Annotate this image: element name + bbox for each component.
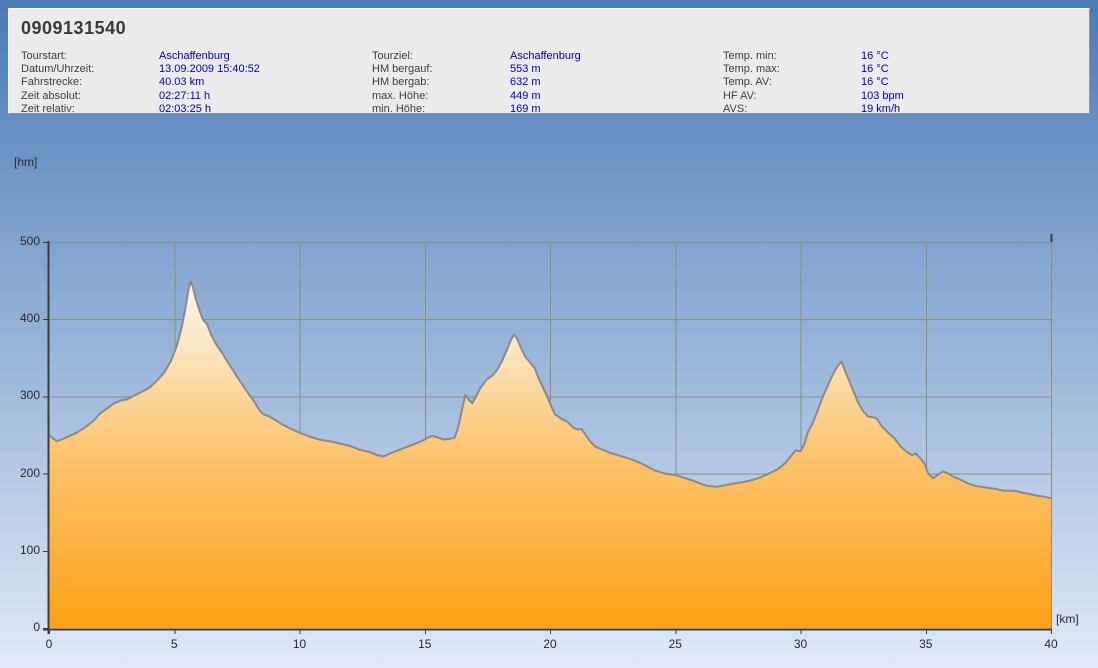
tour-stats-column: Tourziel: Aschaffenburg HM bergauf: 553 m HM… bbox=[372, 50, 581, 116]
stat-row: min. Höhe: 169 m bbox=[372, 103, 581, 116]
stat-label: HF AV: bbox=[723, 89, 757, 102]
tour-title: 0909131540 bbox=[21, 18, 127, 38]
axes bbox=[43, 234, 1053, 634]
y-axis-unit-label: [hm] bbox=[14, 155, 38, 169]
stat-row: max. Höhe: 449 m bbox=[372, 90, 581, 103]
stat-value: 02:03:25 h bbox=[159, 102, 211, 115]
stat-value: Aschaffenburg bbox=[159, 50, 230, 62]
x-tick-label: 15 bbox=[418, 637, 432, 651]
tour-stats-column: Tourstart: Aschaffenburg Datum/Uhrzeit: 13.… bbox=[21, 50, 260, 116]
y-tick-label: 200 bbox=[19, 465, 40, 480]
stat-label: min. Höhe: bbox=[372, 102, 426, 115]
stat-label: AVS: bbox=[723, 102, 748, 115]
stat-value: 40.03 km bbox=[159, 76, 205, 89]
stat-row: Temp. max: 16 °C bbox=[723, 63, 904, 76]
elevation-area-fill bbox=[49, 281, 1051, 628]
y-tick-label: 0 bbox=[33, 620, 40, 634]
stat-value: 13.09.2009 15:40:52 bbox=[159, 63, 260, 76]
stat-value: 553 m bbox=[510, 63, 541, 76]
stat-value: Aschaffenburg bbox=[510, 50, 581, 62]
x-tick-label: 0 bbox=[45, 637, 53, 651]
stat-value: 632 m bbox=[510, 76, 541, 89]
x-tick-label: 10 bbox=[292, 637, 307, 651]
stat-label: Tourziel: bbox=[372, 50, 413, 62]
stat-label: Zeit relativ: bbox=[21, 102, 75, 115]
stat-label: Datum/Uhrzeit: bbox=[21, 63, 95, 76]
stat-value: 16 °C bbox=[861, 63, 889, 76]
stat-row: HM bergab: 632 m bbox=[372, 76, 581, 89]
x-axis-unit-label: [km] bbox=[1056, 612, 1079, 626]
y-tick-label: 100 bbox=[19, 542, 40, 557]
stat-value: 16 °C bbox=[861, 50, 889, 62]
tour-stats-column: Temp. min: 16 °C Temp. max: 16 °C Temp. AV: 1… bbox=[723, 50, 904, 116]
stat-value: 19 km/h bbox=[861, 102, 901, 115]
stat-row: HF AV: 103 bpm bbox=[723, 90, 904, 103]
stat-value: 103 bpm bbox=[861, 89, 904, 102]
x-tick-label: 40 bbox=[1044, 637, 1058, 651]
stat-value: 169 m bbox=[510, 102, 541, 115]
y-tick-label: 300 bbox=[19, 388, 40, 403]
x-tick-label: 20 bbox=[543, 637, 557, 651]
stat-row: Fahrstrecke: 40.03 km bbox=[21, 76, 260, 89]
stat-row: Tourstart: Aschaffenburg bbox=[21, 50, 260, 63]
stat-label: HM bergauf: bbox=[372, 63, 433, 76]
elevation-profile-line bbox=[48, 280, 1052, 500]
stat-row: Tourziel: Aschaffenburg bbox=[372, 50, 581, 63]
x-tick-label: 30 bbox=[793, 637, 808, 651]
y-tick-label: 500 bbox=[19, 234, 40, 248]
stat-row: AVS: 19 km/h bbox=[723, 103, 904, 116]
stat-row: Datum/Uhrzeit: 13.09.2009 15:40:52 bbox=[21, 63, 260, 76]
x-tick-label: 25 bbox=[668, 637, 682, 651]
stat-row: Temp. min: 16 °C bbox=[723, 50, 904, 63]
x-tick-label: 5 bbox=[170, 637, 178, 651]
stat-value: 16 °C bbox=[861, 76, 889, 89]
stat-value: 02:27:11 h bbox=[159, 89, 211, 102]
stat-label: Zeit absolut: bbox=[21, 89, 81, 102]
stat-label: Fahrstrecke: bbox=[21, 76, 83, 89]
stat-row: Zeit relativ: 02:03:25 h bbox=[21, 103, 260, 116]
x-tick-label: 35 bbox=[919, 637, 933, 651]
stat-row: Temp. AV: 16 °C bbox=[723, 76, 904, 89]
stat-row: HM bergauf: 553 m bbox=[372, 63, 581, 76]
stat-label: Temp. max: bbox=[723, 63, 780, 76]
y-tick-label: 400 bbox=[19, 311, 40, 326]
stat-label: Temp. min: bbox=[723, 50, 777, 62]
tour-summary-panel: 0909131540 Tourstart: Aschaffenburg Datum/… bbox=[8, 8, 1090, 116]
stat-label: Tourstart: bbox=[21, 50, 67, 62]
stat-label: Temp. AV: bbox=[723, 76, 772, 89]
stat-value: 449 m bbox=[510, 89, 541, 102]
stat-label: HM bergab: bbox=[372, 76, 430, 89]
stat-row: Zeit absolut: 02:27:11 h bbox=[21, 90, 260, 103]
stat-label: max. Höhe: bbox=[372, 89, 429, 102]
